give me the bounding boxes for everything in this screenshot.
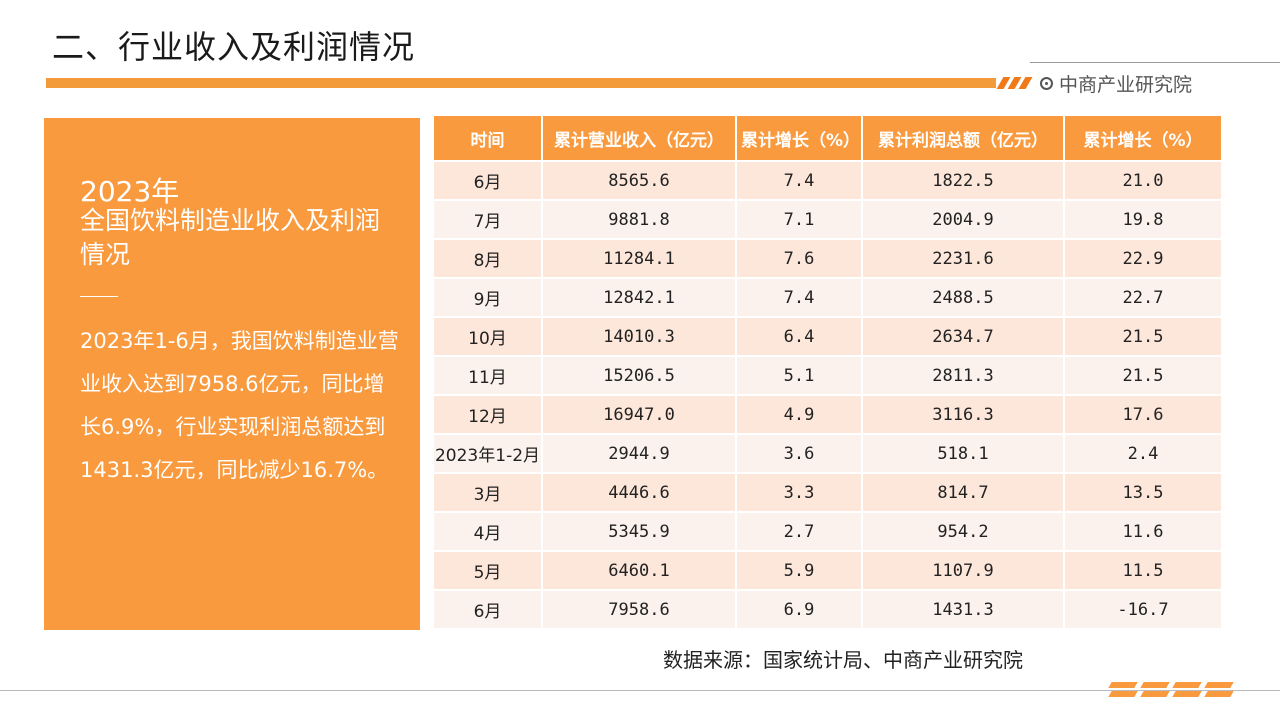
cell-revenue: 16947.0 xyxy=(542,394,737,434)
cell-revenue: 14010.3 xyxy=(542,316,737,356)
panel-heading: 全国饮料制造业收入及利润情况 xyxy=(80,206,381,269)
table-row: 7月 9881.8 7.1 2004.9 19.8 xyxy=(434,199,1223,239)
brand-label: 中商产业研究院 xyxy=(1040,70,1192,97)
cell-profit-growth: 22.9 xyxy=(1064,238,1223,278)
table-row: 5月 6460.1 5.9 1107.9 11.5 xyxy=(434,550,1223,590)
table-row: 6月 8565.6 7.4 1822.5 21.0 xyxy=(434,160,1223,200)
header-divider-line xyxy=(1030,62,1280,63)
page-title: 二、行业收入及利润情况 xyxy=(52,28,416,66)
cell-time: 4月 xyxy=(434,511,543,551)
cell-profit: 2634.7 xyxy=(862,316,1065,356)
cell-revenue: 5345.9 xyxy=(542,511,737,551)
cell-revenue: 9881.8 xyxy=(542,199,737,239)
cell-revenue-growth: 4.9 xyxy=(736,394,863,434)
data-source: 数据来源：国家统计局、中商产业研究院 xyxy=(663,648,1023,672)
cell-time: 10月 xyxy=(434,316,543,356)
cell-profit-growth: 11.6 xyxy=(1064,511,1223,551)
brand-text: 中商产业研究院 xyxy=(1059,74,1193,96)
cell-revenue: 2944.9 xyxy=(542,433,737,473)
cell-profit: 2004.9 xyxy=(862,199,1065,239)
table-row: 3月 4446.6 3.3 814.7 13.5 xyxy=(434,472,1223,512)
table-row: 9月 12842.1 7.4 2488.5 22.7 xyxy=(434,277,1223,317)
cell-revenue: 11284.1 xyxy=(542,238,737,278)
cell-profit-growth: 13.5 xyxy=(1064,472,1223,512)
cell-profit-growth: -16.7 xyxy=(1064,589,1223,628)
revenue-profit-table: 时间 累计营业收入（亿元） 累计增长（%） 累计利润总额（亿元） 累计增长（%）… xyxy=(434,116,1223,628)
cell-revenue-growth: 7.1 xyxy=(736,199,863,239)
cell-time: 11月 xyxy=(434,355,543,395)
cell-profit: 954.2 xyxy=(862,511,1065,551)
table-row: 2023年1-2月 2944.9 3.6 518.1 2.4 xyxy=(434,433,1223,473)
cell-profit: 1107.9 xyxy=(862,550,1065,590)
cell-time: 3月 xyxy=(434,472,543,512)
table-row: 4月 5345.9 2.7 954.2 11.6 xyxy=(434,511,1223,551)
cell-revenue: 4446.6 xyxy=(542,472,737,512)
cell-revenue-growth: 3.3 xyxy=(736,472,863,512)
table-row: 11月 15206.5 5.1 2811.3 21.5 xyxy=(434,355,1223,395)
cell-revenue: 15206.5 xyxy=(542,355,737,395)
summary-panel: 2023年 全国饮料制造业收入及利润情况 2023年1-6月，我国饮料制造业营业… xyxy=(44,118,420,630)
cell-profit: 2811.3 xyxy=(862,355,1065,395)
header-revenue-growth: 累计增长（%） xyxy=(736,116,863,161)
cell-revenue: 8565.6 xyxy=(542,160,737,200)
cell-profit-growth: 2.4 xyxy=(1064,433,1223,473)
table-row: 6月 7958.6 6.9 1431.3 -16.7 xyxy=(434,589,1223,628)
cell-revenue: 6460.1 xyxy=(542,550,737,590)
cell-profit: 518.1 xyxy=(862,433,1065,473)
cell-revenue-growth: 7.4 xyxy=(736,160,863,200)
cell-revenue-growth: 6.4 xyxy=(736,316,863,356)
cell-time: 9月 xyxy=(434,277,543,317)
panel-year: 2023年 xyxy=(80,175,180,208)
cell-profit: 3116.3 xyxy=(862,394,1065,434)
cell-time: 6月 xyxy=(434,160,543,200)
header-profit: 累计利润总额（亿元） xyxy=(862,116,1065,161)
table-row: 8月 11284.1 7.6 2231.6 22.9 xyxy=(434,238,1223,278)
cell-revenue: 12842.1 xyxy=(542,277,737,317)
brand-logo-icon xyxy=(1040,77,1053,90)
cell-time: 5月 xyxy=(434,550,543,590)
cell-time: 2023年1-2月 xyxy=(434,433,543,473)
cell-revenue-growth: 5.9 xyxy=(736,550,863,590)
cell-time: 7月 xyxy=(434,199,543,239)
cell-revenue-growth: 3.6 xyxy=(736,433,863,473)
cell-profit-growth: 19.8 xyxy=(1064,199,1223,239)
panel-summary-text: 2023年1-6月，我国饮料制造业营业收入达到7958.6亿元，同比增长6.9%… xyxy=(80,329,399,482)
table-row: 12月 16947.0 4.9 3116.3 17.6 xyxy=(434,394,1223,434)
cell-revenue-growth: 7.4 xyxy=(736,277,863,317)
cell-profit: 2488.5 xyxy=(862,277,1065,317)
cell-revenue-growth: 6.9 xyxy=(736,589,863,628)
cell-profit-growth: 11.5 xyxy=(1064,550,1223,590)
cell-profit-growth: 22.7 xyxy=(1064,277,1223,317)
cell-profit: 1431.3 xyxy=(862,589,1065,628)
header-profit-growth: 累计增长（%） xyxy=(1064,116,1223,161)
panel-divider xyxy=(80,296,118,297)
cell-revenue: 7958.6 xyxy=(542,589,737,628)
cell-time: 12月 xyxy=(434,394,543,434)
cell-profit: 2231.6 xyxy=(862,238,1065,278)
cell-revenue-growth: 7.6 xyxy=(736,238,863,278)
cell-profit-growth: 21.5 xyxy=(1064,316,1223,356)
table-row: 10月 14010.3 6.4 2634.7 21.5 xyxy=(434,316,1223,356)
cell-time: 6月 xyxy=(434,589,543,628)
cell-profit-growth: 17.6 xyxy=(1064,394,1223,434)
cell-time: 8月 xyxy=(434,238,543,278)
cell-profit: 1822.5 xyxy=(862,160,1065,200)
cell-revenue-growth: 2.7 xyxy=(736,511,863,551)
header-revenue: 累计营业收入（亿元） xyxy=(542,116,737,161)
footer-divider-line xyxy=(0,690,1280,691)
cell-profit-growth: 21.0 xyxy=(1064,160,1223,200)
table-header-row: 时间 累计营业收入（亿元） 累计增长（%） 累计利润总额（亿元） 累计增长（%） xyxy=(434,116,1223,161)
header-time: 时间 xyxy=(434,116,543,161)
title-underline-bar xyxy=(46,78,996,88)
cell-revenue-growth: 5.1 xyxy=(736,355,863,395)
cell-profit-growth: 21.5 xyxy=(1064,355,1223,395)
cell-profit: 814.7 xyxy=(862,472,1065,512)
